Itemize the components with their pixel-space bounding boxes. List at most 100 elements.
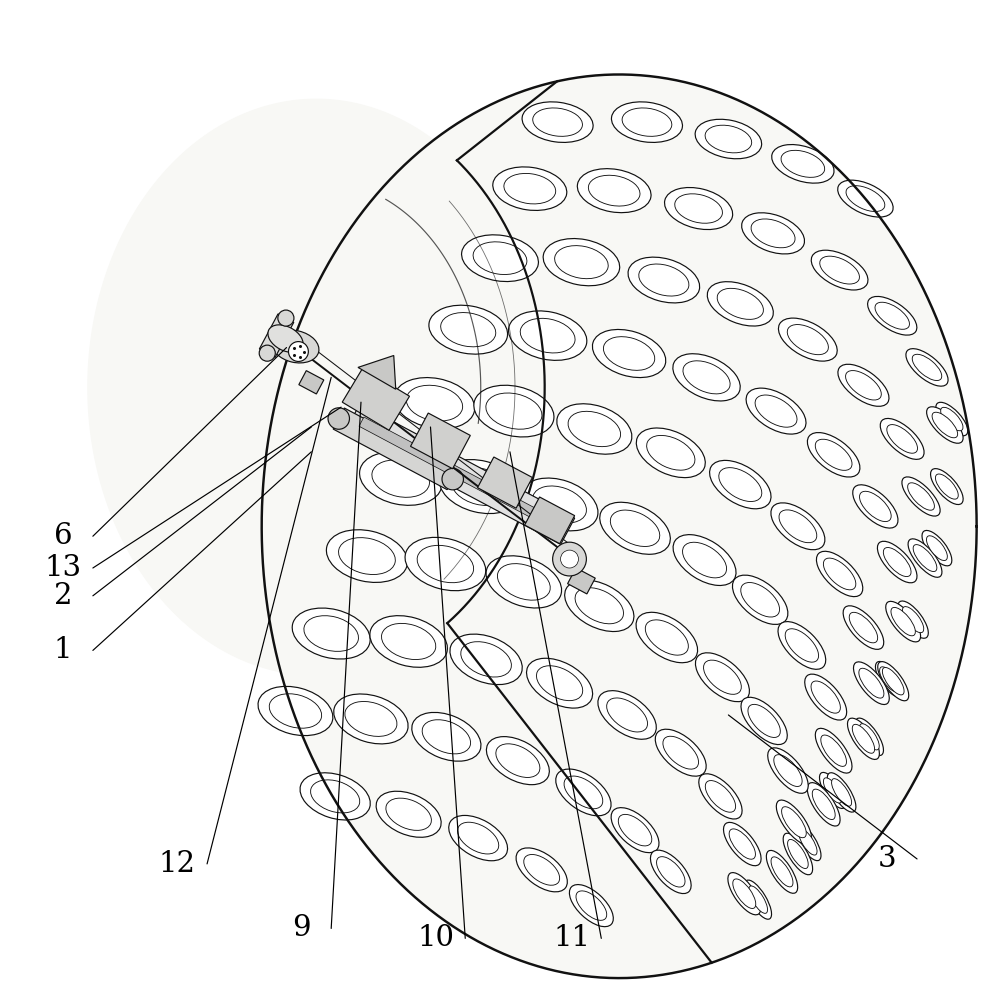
Ellipse shape bbox=[300, 773, 370, 820]
Ellipse shape bbox=[675, 194, 722, 223]
Ellipse shape bbox=[673, 534, 736, 586]
Ellipse shape bbox=[880, 418, 924, 460]
Ellipse shape bbox=[805, 674, 847, 720]
Ellipse shape bbox=[451, 468, 509, 505]
Ellipse shape bbox=[887, 425, 918, 453]
Ellipse shape bbox=[768, 748, 808, 793]
Ellipse shape bbox=[611, 102, 682, 142]
Polygon shape bbox=[346, 404, 575, 544]
Ellipse shape bbox=[449, 815, 508, 861]
Polygon shape bbox=[411, 413, 470, 469]
Ellipse shape bbox=[787, 325, 828, 355]
Ellipse shape bbox=[783, 833, 813, 875]
Ellipse shape bbox=[474, 385, 554, 437]
Ellipse shape bbox=[710, 461, 771, 508]
Ellipse shape bbox=[522, 102, 593, 142]
Ellipse shape bbox=[663, 736, 699, 770]
Ellipse shape bbox=[843, 606, 884, 649]
Ellipse shape bbox=[429, 305, 508, 355]
Ellipse shape bbox=[553, 542, 586, 576]
Ellipse shape bbox=[849, 613, 878, 642]
Ellipse shape bbox=[450, 635, 522, 684]
Ellipse shape bbox=[832, 779, 852, 806]
Ellipse shape bbox=[639, 264, 689, 296]
Ellipse shape bbox=[405, 537, 486, 591]
Ellipse shape bbox=[592, 330, 666, 377]
Ellipse shape bbox=[926, 536, 947, 560]
Ellipse shape bbox=[657, 857, 685, 887]
Ellipse shape bbox=[724, 822, 761, 866]
Ellipse shape bbox=[278, 310, 294, 326]
Ellipse shape bbox=[936, 402, 968, 436]
Ellipse shape bbox=[906, 349, 948, 386]
Ellipse shape bbox=[486, 556, 562, 608]
Polygon shape bbox=[359, 417, 562, 531]
Ellipse shape bbox=[815, 439, 852, 471]
Ellipse shape bbox=[745, 880, 772, 920]
Text: 1: 1 bbox=[54, 637, 72, 664]
Ellipse shape bbox=[683, 542, 727, 578]
Ellipse shape bbox=[781, 150, 825, 178]
Ellipse shape bbox=[576, 891, 607, 921]
Ellipse shape bbox=[785, 629, 819, 662]
Ellipse shape bbox=[673, 354, 740, 401]
Ellipse shape bbox=[704, 660, 741, 694]
Ellipse shape bbox=[520, 319, 575, 353]
Ellipse shape bbox=[527, 658, 593, 708]
Ellipse shape bbox=[815, 728, 852, 774]
Ellipse shape bbox=[776, 800, 812, 844]
Ellipse shape bbox=[729, 829, 755, 859]
Ellipse shape bbox=[860, 724, 879, 750]
Ellipse shape bbox=[705, 780, 736, 812]
Ellipse shape bbox=[820, 256, 859, 284]
Ellipse shape bbox=[497, 564, 550, 600]
Ellipse shape bbox=[913, 544, 937, 572]
Text: 11: 11 bbox=[553, 924, 590, 952]
Ellipse shape bbox=[339, 537, 395, 575]
Ellipse shape bbox=[827, 773, 856, 812]
Text: 13: 13 bbox=[45, 554, 82, 582]
Ellipse shape bbox=[771, 502, 825, 550]
Ellipse shape bbox=[852, 724, 875, 754]
Text: 9: 9 bbox=[292, 915, 311, 942]
Ellipse shape bbox=[811, 681, 840, 713]
Ellipse shape bbox=[508, 311, 587, 360]
Ellipse shape bbox=[779, 509, 817, 543]
Ellipse shape bbox=[376, 791, 441, 837]
Polygon shape bbox=[262, 74, 977, 978]
Ellipse shape bbox=[268, 325, 303, 353]
Polygon shape bbox=[299, 370, 324, 394]
Ellipse shape bbox=[543, 238, 620, 286]
Ellipse shape bbox=[859, 668, 884, 698]
Ellipse shape bbox=[588, 175, 640, 207]
Ellipse shape bbox=[742, 213, 805, 254]
Ellipse shape bbox=[258, 686, 333, 736]
Ellipse shape bbox=[556, 769, 611, 816]
Ellipse shape bbox=[788, 839, 808, 869]
Ellipse shape bbox=[603, 337, 655, 370]
Ellipse shape bbox=[328, 408, 349, 429]
Ellipse shape bbox=[269, 694, 322, 728]
Ellipse shape bbox=[311, 780, 360, 813]
Ellipse shape bbox=[778, 318, 837, 361]
Ellipse shape bbox=[875, 661, 903, 697]
Ellipse shape bbox=[565, 580, 634, 632]
Ellipse shape bbox=[600, 502, 670, 554]
Ellipse shape bbox=[717, 288, 763, 320]
Ellipse shape bbox=[838, 180, 893, 217]
Text: 3: 3 bbox=[878, 845, 897, 873]
Ellipse shape bbox=[846, 370, 881, 400]
Ellipse shape bbox=[473, 242, 527, 274]
Ellipse shape bbox=[795, 823, 821, 861]
Ellipse shape bbox=[821, 735, 846, 767]
Ellipse shape bbox=[304, 616, 358, 651]
Ellipse shape bbox=[846, 186, 885, 212]
Ellipse shape bbox=[772, 145, 834, 183]
Text: 6: 6 bbox=[54, 522, 72, 550]
Ellipse shape bbox=[935, 474, 958, 499]
Ellipse shape bbox=[486, 393, 542, 429]
Ellipse shape bbox=[412, 712, 481, 762]
Ellipse shape bbox=[799, 829, 817, 855]
Ellipse shape bbox=[441, 313, 496, 347]
Ellipse shape bbox=[406, 385, 463, 421]
